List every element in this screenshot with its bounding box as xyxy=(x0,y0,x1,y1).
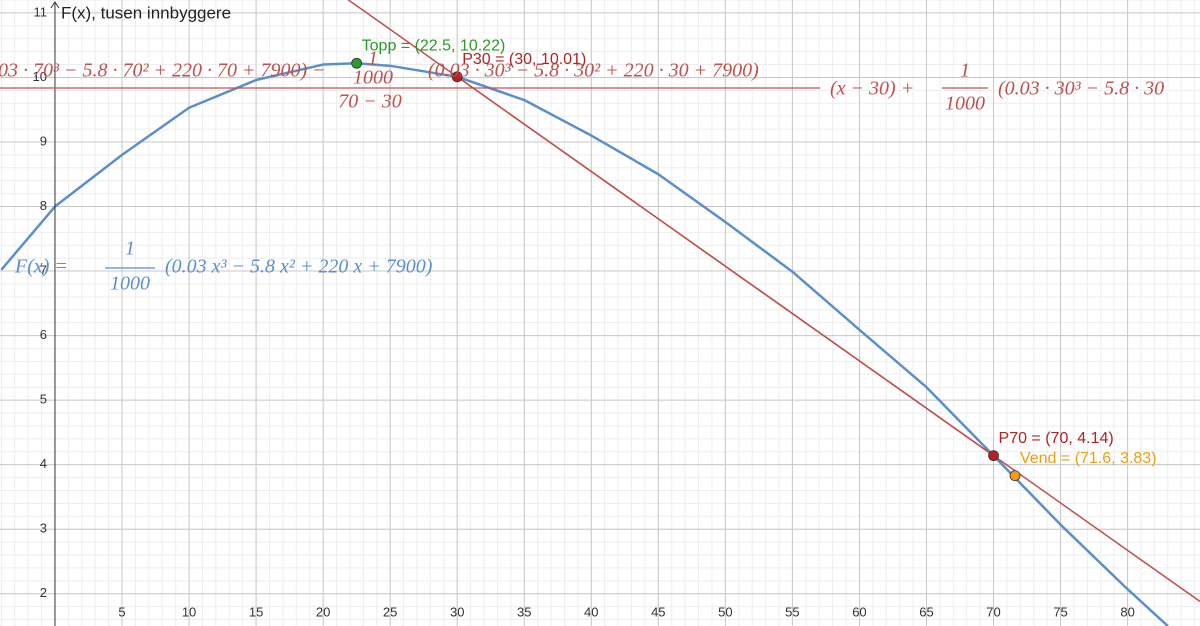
function-formula: 1000 xyxy=(110,273,150,295)
point-label: Vend = (71.6, 3.83) xyxy=(1020,450,1157,467)
x-tick-label: 70 xyxy=(986,604,1000,619)
point-label: Topp = (22.5, 10.22) xyxy=(362,37,506,54)
x-tick-label: 10 xyxy=(182,604,196,619)
secant-formula: 70 − 30 xyxy=(338,91,402,113)
function-formula: 1 xyxy=(125,238,135,260)
point-label: P70 = (70, 4.14) xyxy=(999,430,1114,447)
x-tick-label: 45 xyxy=(651,604,665,619)
y-axis-label: F(x), tusen innbyggere xyxy=(61,3,231,22)
y-tick-label: 9 xyxy=(40,133,47,148)
y-tick-label: 10 xyxy=(33,69,47,84)
function-curve xyxy=(0,61,1169,626)
function-formula: F(x) = xyxy=(14,256,68,278)
y-tick-label: 8 xyxy=(40,198,47,213)
secant-formula: (0.03 · 30³ − 5.8 · 30² + 220 · 30 + 790… xyxy=(428,60,759,82)
y-tick-label: 11 xyxy=(33,4,47,19)
x-tick-label: 30 xyxy=(450,604,464,619)
point xyxy=(451,71,463,83)
x-tick-label: 75 xyxy=(1053,604,1067,619)
x-tick-label: 55 xyxy=(785,604,799,619)
secant-formula: 03 · 70³ − 5.8 · 70² + 220 · 70 + 7900) … xyxy=(0,60,326,82)
y-tick-label: 5 xyxy=(40,392,47,407)
y-tick-label: 4 xyxy=(40,456,47,471)
secant-formula: 1000 xyxy=(353,67,393,89)
y-tick-label: 3 xyxy=(40,521,47,536)
point xyxy=(988,450,999,462)
x-tick-label: 60 xyxy=(852,604,866,619)
point-label: P30 = (30, 10.01) xyxy=(462,51,586,68)
secant-formula: 1 xyxy=(368,48,378,70)
x-tick-label: 65 xyxy=(919,604,933,619)
x-tick-label: 20 xyxy=(316,604,330,619)
y-tick-label: 2 xyxy=(40,585,47,600)
secant-formula: (0.03 · 30³ − 5.8 · 30 xyxy=(998,78,1164,100)
function-formula: (0.03 x³ − 5.8 x² + 220 x + 7900) xyxy=(165,256,433,278)
secant-formula: 1 xyxy=(960,60,970,82)
y-tick-label: 7 xyxy=(40,262,47,277)
x-tick-label: 80 xyxy=(1120,604,1134,619)
x-tick-label: 40 xyxy=(584,604,598,619)
x-tick-label: 25 xyxy=(383,604,397,619)
secant-formula: 1000 xyxy=(945,93,985,115)
x-tick-label: 35 xyxy=(517,604,531,619)
x-tick-label: 50 xyxy=(718,604,732,619)
point xyxy=(1009,470,1021,482)
function-curve xyxy=(456,76,994,457)
point xyxy=(351,57,363,69)
secant-formula: (x − 30) + xyxy=(830,78,914,100)
y-axis-arrow xyxy=(50,1,60,9)
x-tick-label: 15 xyxy=(249,604,263,619)
x-tick-label: 5 xyxy=(118,604,125,619)
y-tick-label: 6 xyxy=(40,327,47,342)
